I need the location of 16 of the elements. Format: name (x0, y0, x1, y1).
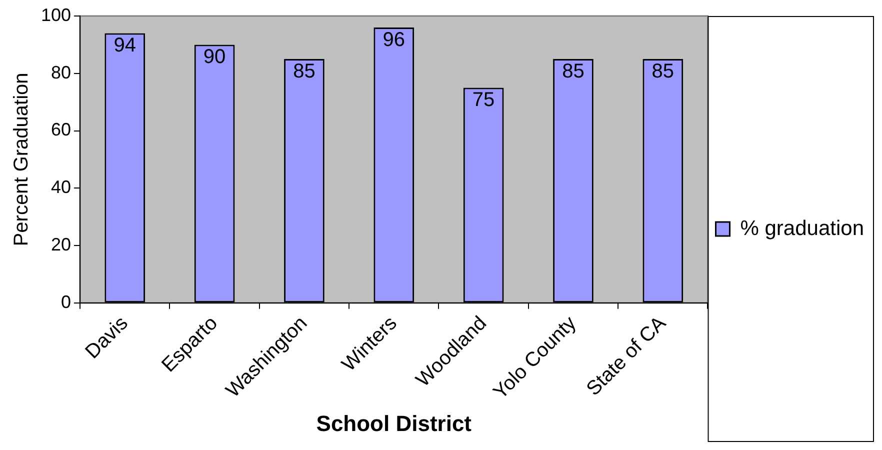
legend-label: % graduation (740, 216, 864, 240)
y-tick-label: 0 (61, 292, 72, 312)
data-label: 75 (472, 89, 495, 112)
y-tick-label: 60 (51, 120, 72, 140)
y-axis-title: Percent Graduation (10, 72, 33, 246)
data-label: 96 (382, 28, 406, 51)
data-label: 94 (114, 34, 136, 57)
data-label: 85 (293, 60, 316, 83)
y-tick-label: 100 (40, 4, 72, 25)
y-tick-label: 20 (51, 234, 72, 254)
data-label: 90 (203, 46, 226, 68)
y-tick-label: 80 (51, 62, 72, 82)
x-axis-title: School District (316, 410, 472, 436)
y-tick-label: 40 (51, 177, 72, 198)
data-label: 85 (652, 60, 674, 83)
data-label: 85 (562, 60, 584, 83)
